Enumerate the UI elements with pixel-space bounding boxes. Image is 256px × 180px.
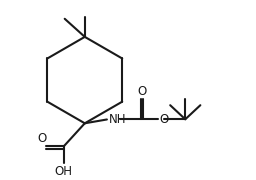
Text: O: O <box>160 113 169 126</box>
Text: NH: NH <box>109 113 126 126</box>
Text: O: O <box>38 132 47 145</box>
Text: OH: OH <box>55 165 73 178</box>
Text: O: O <box>137 85 146 98</box>
